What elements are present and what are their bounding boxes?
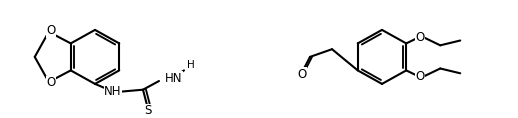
Text: O: O: [46, 24, 55, 37]
Text: O: O: [415, 70, 425, 83]
Text: HN: HN: [165, 72, 182, 85]
Text: O: O: [415, 31, 425, 44]
Text: NH: NH: [104, 85, 122, 98]
Text: S: S: [145, 104, 152, 117]
Text: H: H: [187, 60, 195, 70]
Text: O: O: [297, 68, 307, 81]
Text: O: O: [46, 76, 55, 89]
